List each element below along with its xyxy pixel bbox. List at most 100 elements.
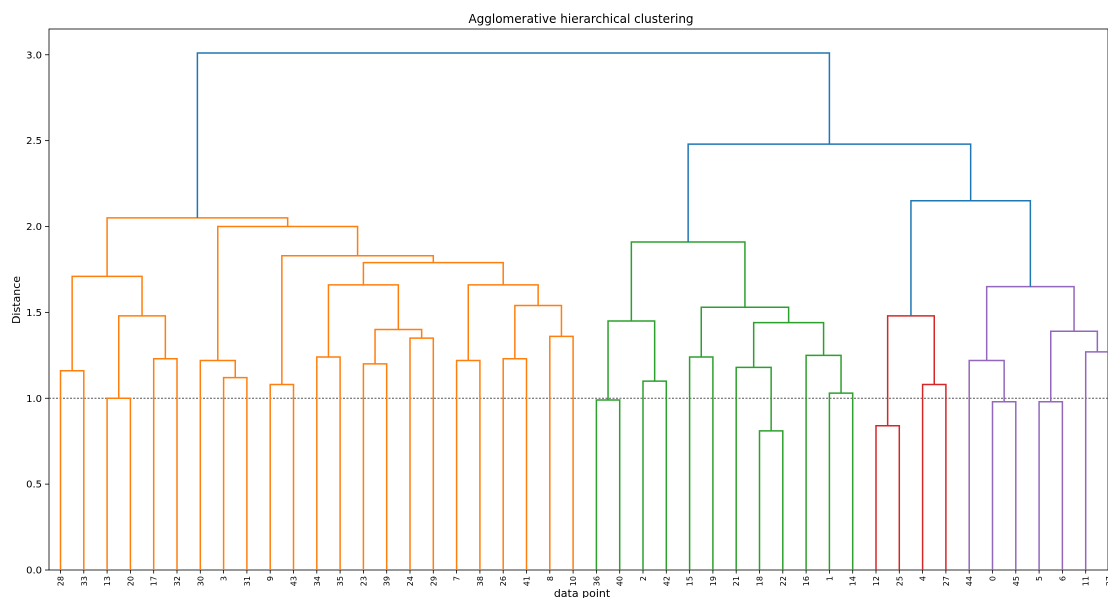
cluster-link xyxy=(595,399,621,570)
leaf-label: 4 xyxy=(919,576,928,581)
leaf-label: 16 xyxy=(802,576,811,586)
cluster-link xyxy=(281,254,435,385)
cluster-link xyxy=(1084,351,1108,570)
cluster-link xyxy=(71,275,143,371)
y-axis: 0.0 0.5 1.0 1.5 2.0 2.5 3.0 xyxy=(26,50,1108,577)
leaf-label: 36 xyxy=(592,576,601,586)
leaf-label: 13 xyxy=(103,576,112,586)
leaf-label: 12 xyxy=(872,576,881,586)
leaf-label: 10 xyxy=(569,576,578,586)
cluster-link xyxy=(886,315,935,426)
leaf-label: 40 xyxy=(616,576,625,586)
leaf-label: 20 xyxy=(126,576,135,586)
leaf-label: 30 xyxy=(196,576,205,586)
cluster-link xyxy=(549,335,574,570)
chart-title: Agglomerative hierarchical clustering xyxy=(468,12,693,26)
leaf-label: 21 xyxy=(732,576,741,586)
y-tick-label: 2.5 xyxy=(26,136,42,147)
leaf-label: 9 xyxy=(266,576,275,581)
cluster-link xyxy=(374,328,423,364)
leaf-label: 6 xyxy=(1058,576,1067,581)
leaf-label: 37 xyxy=(1105,576,1108,586)
cluster-link xyxy=(362,363,388,570)
y-tick-label: 3.0 xyxy=(26,50,42,61)
leaf-label: 43 xyxy=(290,576,299,586)
cluster-link xyxy=(1038,400,1064,570)
cluster-link xyxy=(455,359,481,570)
cluster-link xyxy=(327,284,400,358)
cluster-link xyxy=(700,306,790,358)
leaf-label: 15 xyxy=(686,576,695,586)
cluster-link xyxy=(196,52,831,218)
cluster-link xyxy=(805,354,842,570)
cluster-link xyxy=(735,366,772,570)
x-axis-label: data point xyxy=(554,587,611,598)
leaf-label: 2 xyxy=(639,576,648,581)
leaf-label: 28 xyxy=(57,576,66,586)
cluster-link xyxy=(199,359,236,570)
leaf-label: 8 xyxy=(546,576,555,581)
leaf-label: 31 xyxy=(243,576,252,586)
leaf-label: 29 xyxy=(429,576,438,586)
cluster-link xyxy=(985,285,1075,361)
plot-frame xyxy=(48,28,1108,571)
leaf-label: 3 xyxy=(220,576,229,581)
dendrogram-links xyxy=(59,52,1108,570)
y-tick-label: 2.0 xyxy=(26,222,42,233)
leaf-label: 27 xyxy=(942,576,951,586)
cluster-link xyxy=(875,424,901,570)
leaf-label: 35 xyxy=(336,576,345,586)
leaf-label: 14 xyxy=(849,576,858,586)
leaf-label: 25 xyxy=(895,576,904,586)
y-tick-label: 1.5 xyxy=(26,308,42,319)
leaf-label: 5 xyxy=(1035,576,1044,581)
cluster-link xyxy=(607,320,656,400)
cluster-link xyxy=(467,284,539,361)
leaf-label: 22 xyxy=(779,576,788,586)
cluster-link xyxy=(688,356,714,570)
leaf-label: 7 xyxy=(453,576,462,581)
leaf-label: 45 xyxy=(1012,576,1021,586)
leaf-label: 26 xyxy=(499,576,508,586)
leaf-label: 0 xyxy=(989,576,998,581)
cluster-link xyxy=(362,261,504,285)
leaf-label: 34 xyxy=(313,576,322,586)
leaf-label: 39 xyxy=(383,576,392,586)
cluster-link xyxy=(222,376,248,570)
cluster-link xyxy=(106,217,289,277)
y-tick-label: 0.5 xyxy=(26,480,42,491)
leaf-label: 11 xyxy=(1082,576,1091,586)
cluster-link xyxy=(1050,330,1099,402)
cluster-link xyxy=(106,397,132,570)
cluster-link xyxy=(687,143,972,242)
leaf-label: 33 xyxy=(80,576,89,586)
cluster-link xyxy=(758,430,784,570)
cluster-link xyxy=(828,392,854,570)
leaf-label: 23 xyxy=(359,576,368,586)
leaf-label: 32 xyxy=(173,576,182,586)
cluster-link xyxy=(502,358,528,570)
cluster-link xyxy=(59,370,85,570)
cluster-link xyxy=(269,383,295,570)
cluster-link xyxy=(217,225,359,361)
cluster-link xyxy=(968,359,1005,570)
x-axis-leaf-labels: 28 33 13 20 17 32 30 3 31 9 43 34 35 23 39 2 4 29 7 38 26 41 8… xyxy=(57,570,1108,586)
cluster-link xyxy=(642,380,668,570)
cluster-link xyxy=(118,315,167,399)
leaf-label: 19 xyxy=(709,576,718,586)
leaf-label: 44 xyxy=(965,576,974,586)
leaf-label: 17 xyxy=(150,576,159,586)
y-axis-label: Distance xyxy=(10,276,23,324)
cluster-link xyxy=(630,241,746,321)
cluster-link xyxy=(921,383,947,570)
leaf-label: 1 xyxy=(825,576,834,581)
cluster-link xyxy=(316,356,341,570)
leaf-label: 42 xyxy=(662,576,671,586)
cluster-link xyxy=(752,321,825,368)
leaf-label: 18 xyxy=(756,576,765,586)
cluster-link xyxy=(991,400,1017,570)
cluster-link xyxy=(910,199,1032,316)
leaf-label: 41 xyxy=(523,576,532,586)
leaf-label: 38 xyxy=(476,576,485,586)
